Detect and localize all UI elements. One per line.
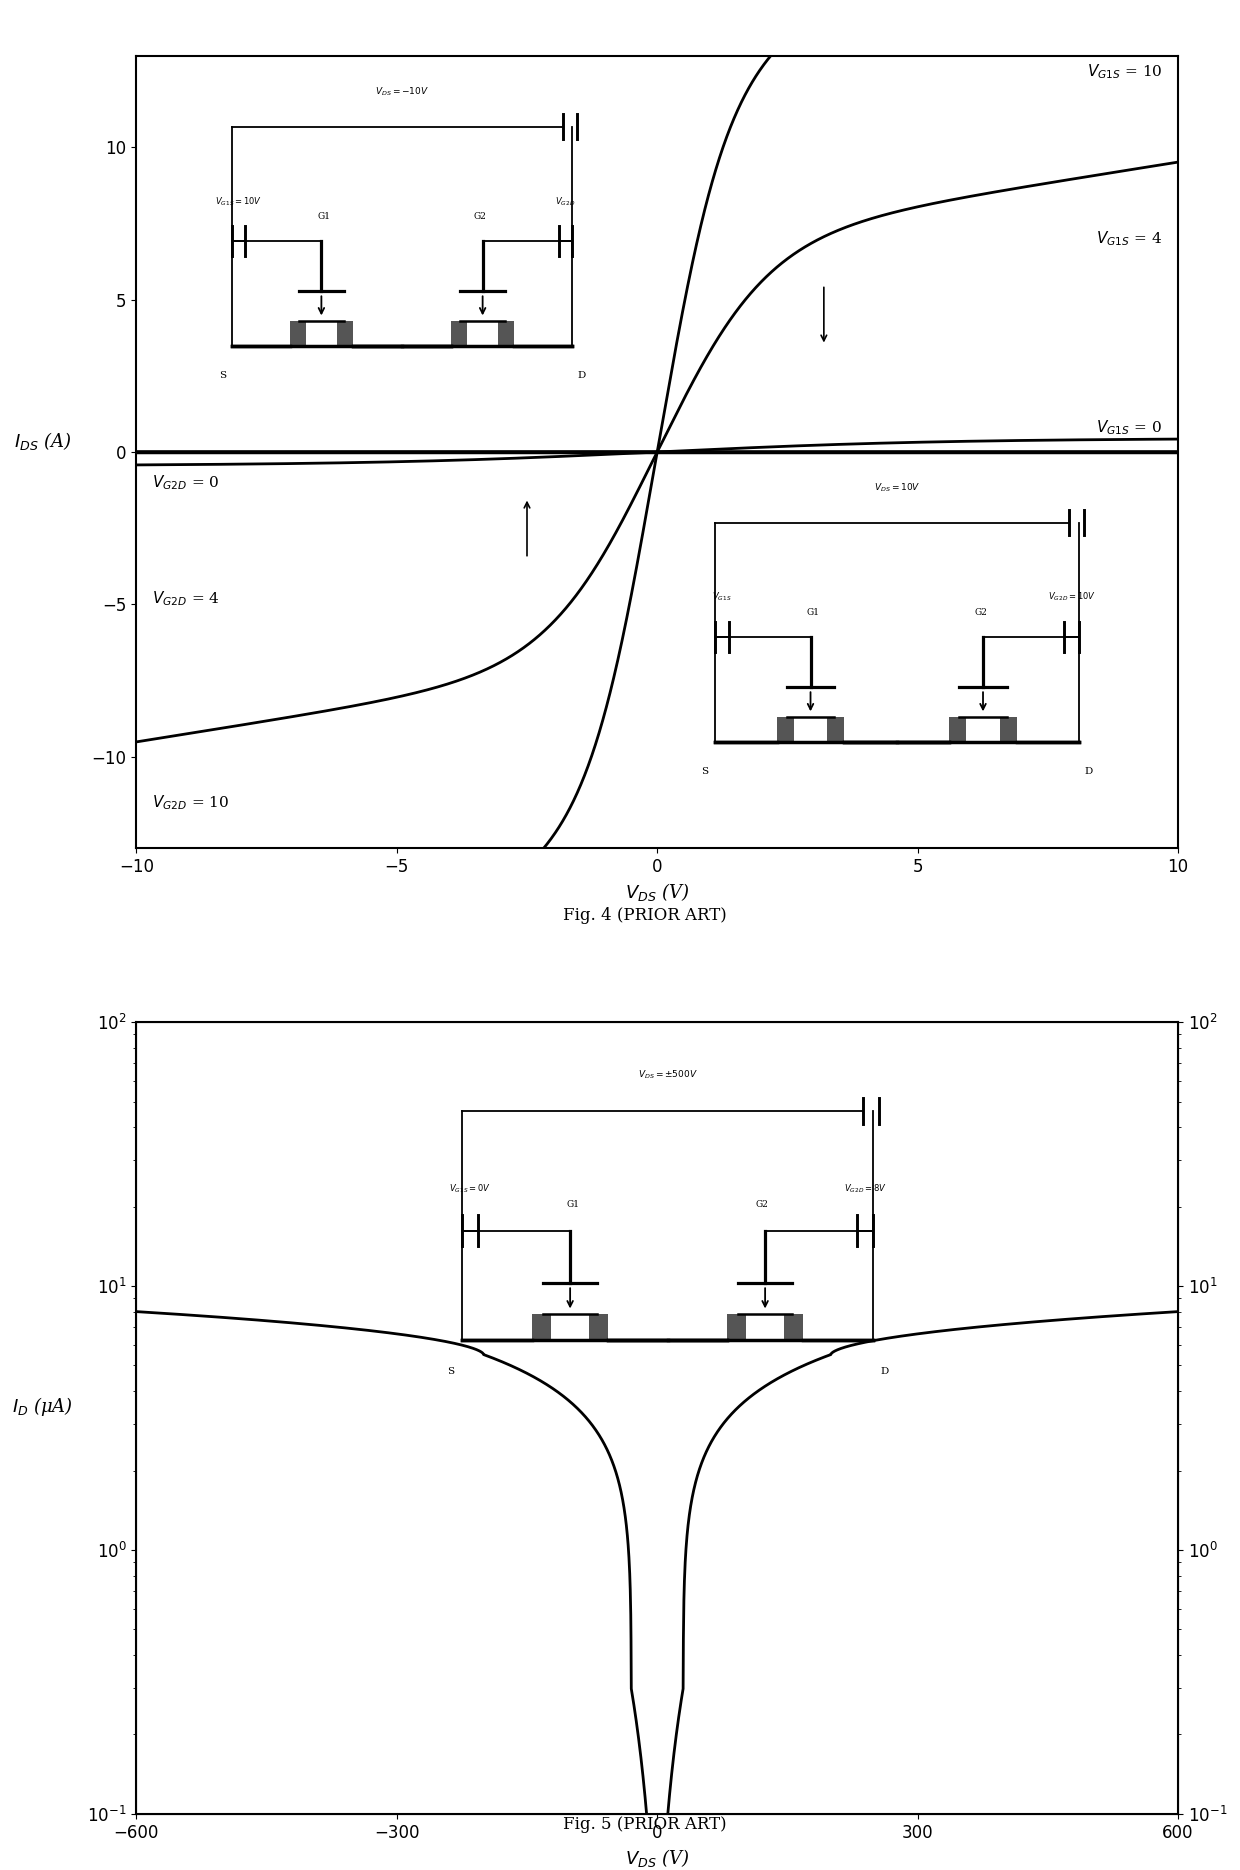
Text: $V_{G2D}$ = 4: $V_{G2D}$ = 4 bbox=[153, 589, 219, 608]
Text: $V_{G1S}$ = 0: $V_{G1S}$ = 0 bbox=[1096, 419, 1162, 438]
Text: Fig. 5 (PRIOR ART): Fig. 5 (PRIOR ART) bbox=[563, 1816, 727, 1833]
Text: $V_{G1S}$ = 4: $V_{G1S}$ = 4 bbox=[1096, 230, 1162, 249]
X-axis label: $V_{DS}$ (V): $V_{DS}$ (V) bbox=[625, 881, 689, 903]
Text: $V_{G2D}$ = 10: $V_{G2D}$ = 10 bbox=[153, 793, 229, 812]
X-axis label: $V_{DS}$ (V): $V_{DS}$ (V) bbox=[625, 1848, 689, 1870]
Text: $V_{G2D}$ = 0: $V_{G2D}$ = 0 bbox=[153, 473, 219, 492]
Text: Fig. 4 (PRIOR ART): Fig. 4 (PRIOR ART) bbox=[563, 907, 727, 924]
Text: $V_{G1S}$ = 10: $V_{G1S}$ = 10 bbox=[1086, 62, 1162, 80]
Y-axis label: $I_D$ (μA): $I_D$ (μA) bbox=[12, 1395, 73, 1417]
Y-axis label: $I_{DS}$ (A): $I_{DS}$ (A) bbox=[14, 430, 72, 453]
